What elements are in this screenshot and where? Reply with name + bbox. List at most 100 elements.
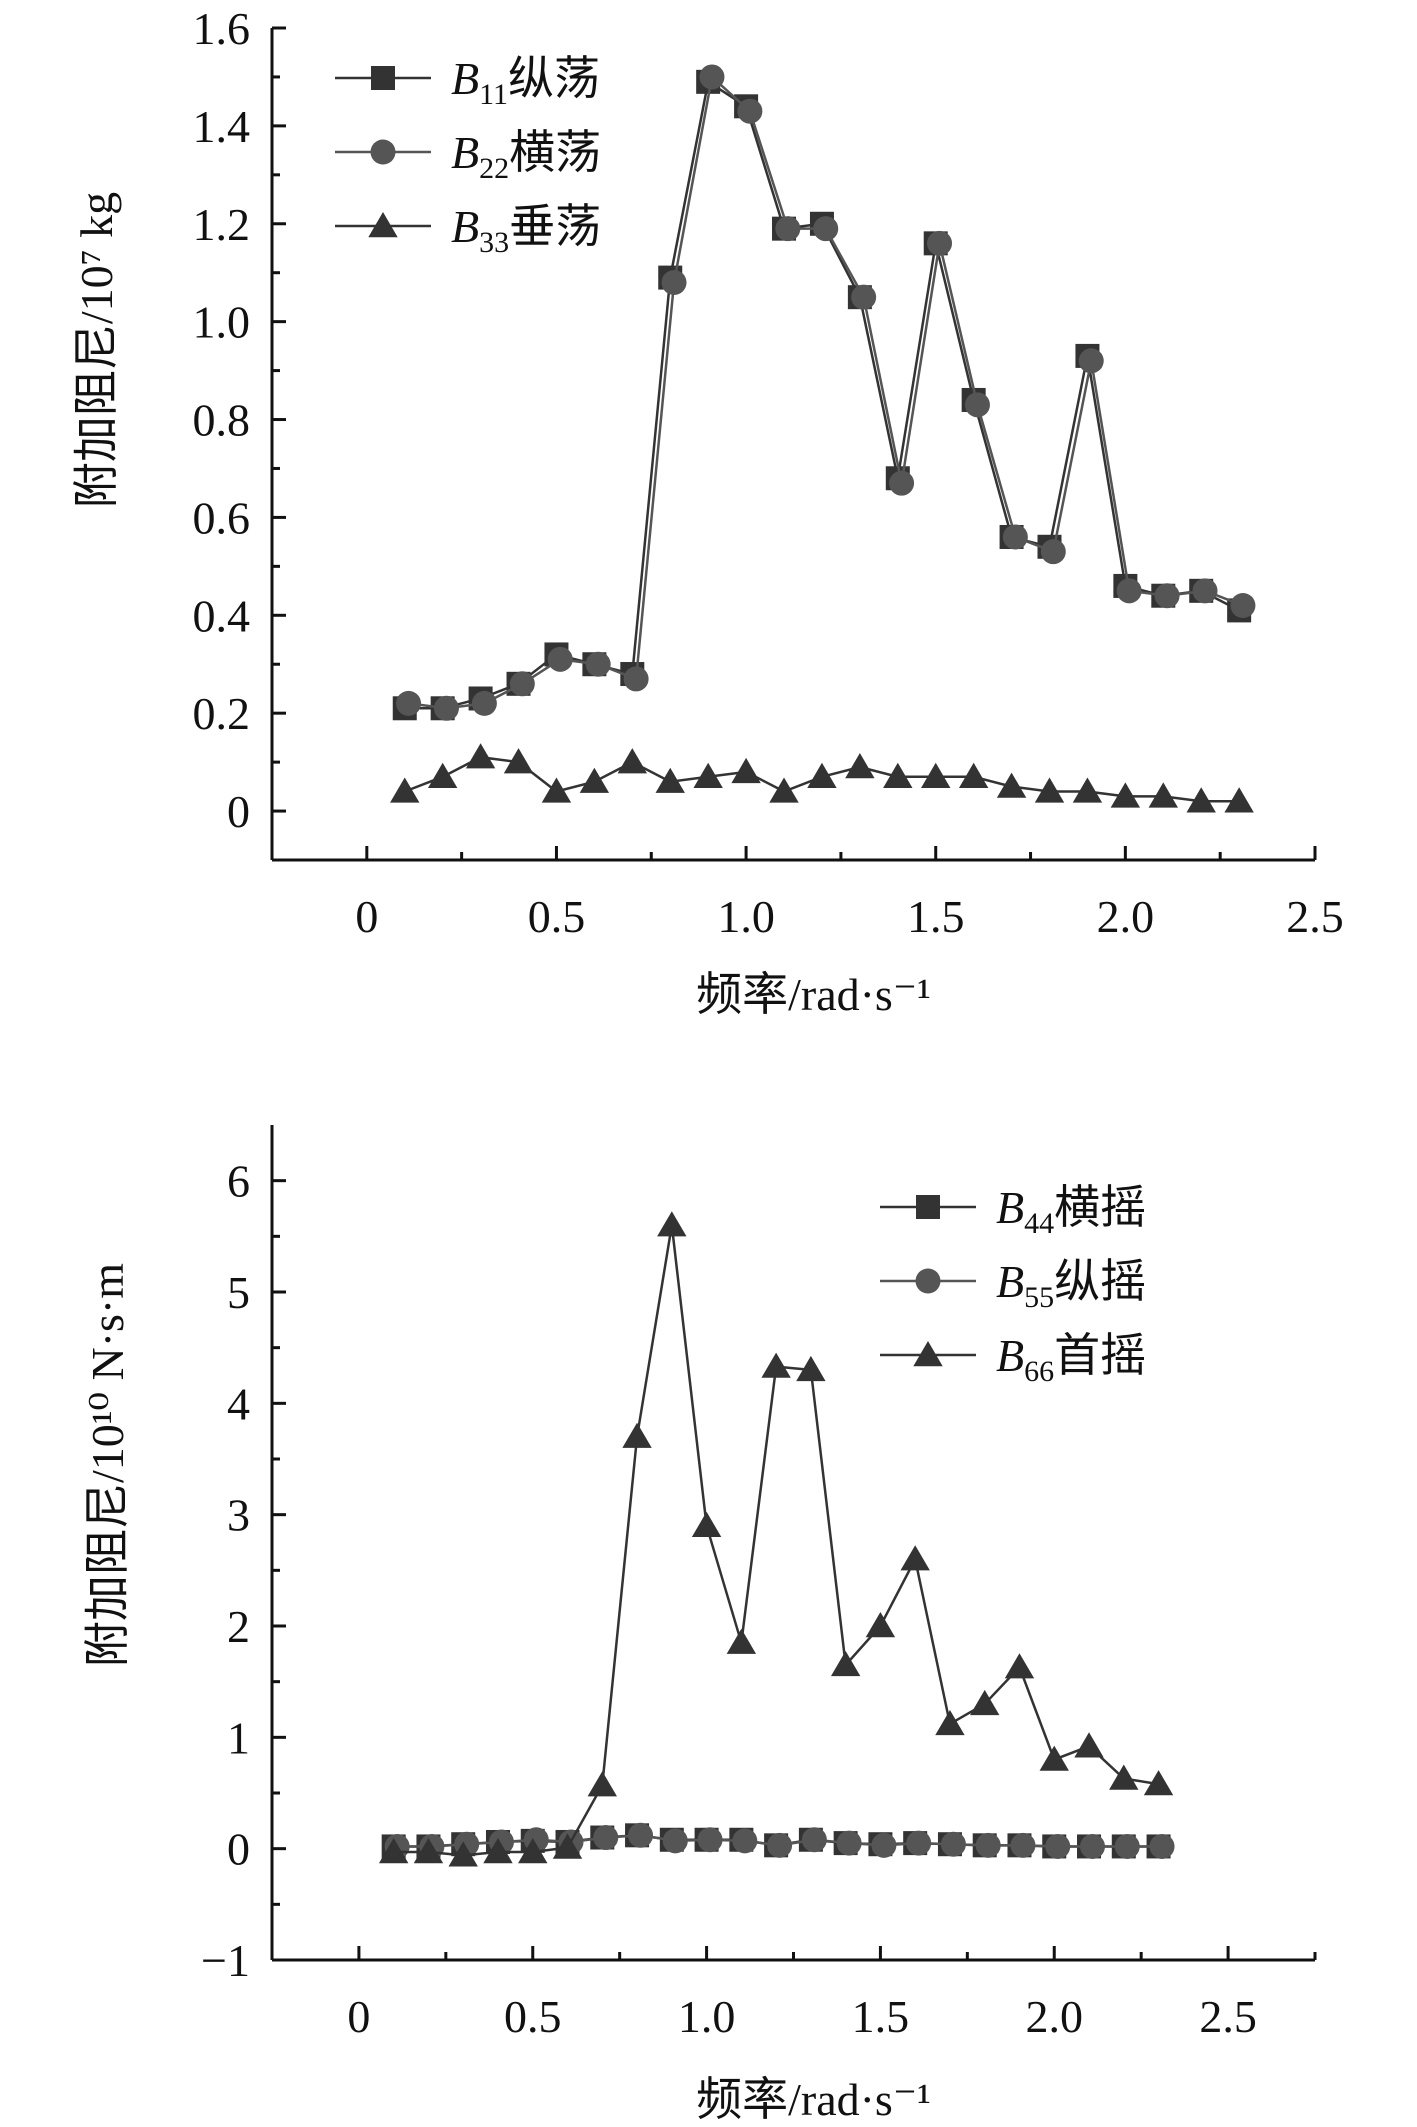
data-point (579, 767, 610, 793)
data-point (769, 777, 799, 803)
legend-item: B33垂荡 (335, 201, 601, 259)
data-point (413, 1838, 444, 1864)
y-tick-label: 6 (227, 1156, 250, 1207)
data-point (1004, 1653, 1035, 1679)
data-point (1186, 787, 1216, 813)
y-axis-title: 附加阻尼/10¹⁰ N·s·m (82, 1263, 133, 1667)
y-tick-label: 1.2 (193, 199, 251, 250)
y-tick-label: 1.0 (193, 297, 251, 348)
y-tick-label: 0 (227, 1824, 250, 1875)
y-axis-title: 附加阻尼/10⁷ kg (71, 192, 122, 508)
legend-marker (916, 1195, 940, 1219)
data-point (958, 762, 989, 788)
x-axis-title: 频率/rad·s⁻¹ (696, 969, 931, 1020)
data-point (996, 772, 1027, 798)
data-point (883, 762, 913, 788)
data-point (964, 392, 990, 418)
x-tick-label: 1.5 (907, 891, 965, 942)
data-point (662, 1828, 688, 1854)
data-point (433, 695, 459, 721)
data-point (767, 1832, 793, 1858)
data-point (1192, 578, 1218, 604)
x-tick-label: 0 (347, 1991, 370, 2042)
data-point (845, 753, 875, 779)
x-tick-label: 1.5 (852, 1991, 910, 2042)
data-point (1040, 539, 1066, 565)
data-point (448, 1841, 478, 1867)
y-tick-label: −1 (201, 1935, 250, 1986)
series-33 (390, 743, 1254, 813)
data-point (628, 1822, 654, 1848)
data-point (661, 269, 687, 295)
legend-marker (913, 1341, 943, 1367)
x-axis-title: 频率/rad·s⁻¹ (696, 2074, 931, 2125)
legend-item: B55纵摇 (880, 1256, 1146, 1314)
data-point (927, 230, 953, 256)
data-point (1149, 1833, 1175, 1859)
legend-label: B55纵摇 (996, 1256, 1146, 1314)
y-tick-label: 0.6 (193, 492, 251, 543)
data-point (1114, 1833, 1140, 1859)
x-tick-label: 1.0 (717, 891, 775, 942)
y-tick-label: 0.8 (193, 395, 251, 446)
legend-marker (371, 66, 395, 90)
data-point (587, 1771, 617, 1797)
legend-marker (368, 212, 398, 238)
legend-item: B66首摇 (880, 1330, 1146, 1388)
data-point (807, 762, 837, 788)
y-tick-label: 4 (227, 1378, 250, 1429)
data-point (900, 1545, 930, 1571)
data-point (585, 651, 611, 677)
legend-item: B22横荡 (335, 127, 601, 185)
data-point (1109, 1764, 1139, 1790)
data-point (830, 1650, 861, 1677)
data-point (390, 777, 420, 803)
y-tick-label: 0.4 (193, 590, 251, 641)
y-tick-label: 3 (227, 1490, 250, 1541)
data-point (737, 98, 763, 124)
data-point (726, 1628, 757, 1654)
data-point (503, 748, 534, 774)
x-tick-label: 1.0 (678, 1991, 736, 2042)
data-point (921, 762, 951, 788)
data-point (547, 646, 573, 672)
data-point (378, 1838, 409, 1864)
x-tick-label: 0.5 (528, 891, 586, 942)
data-point (541, 777, 572, 803)
data-point (693, 762, 723, 788)
data-point (1079, 1833, 1105, 1859)
legend-item: B11纵荡 (335, 53, 600, 111)
data-point (1154, 583, 1180, 609)
legend-label: B33垂荡 (451, 201, 601, 259)
data-point (593, 1825, 619, 1851)
series-66 (378, 1211, 1174, 1867)
y-tick-label: 5 (227, 1267, 250, 1318)
data-point (465, 743, 496, 769)
data-point (1034, 777, 1065, 803)
data-point (775, 216, 801, 242)
series-line (393, 1224, 1159, 1857)
data-point (518, 1838, 548, 1864)
data-point (657, 1211, 687, 1237)
rotational-damping-chart: −1 0 1 2 3 4 5 6 0 0.5 1.0 1.5 2.0 2.5 频率/rad·s⁻¹ 附加阻尼/… (82, 1125, 1317, 2125)
legend-label: B22横荡 (451, 127, 601, 185)
data-point (906, 1830, 932, 1856)
series-22 (396, 64, 1256, 721)
legend-marker (915, 1268, 941, 1294)
data-point (796, 1355, 826, 1382)
data-point (1039, 1745, 1069, 1771)
data-point (970, 1689, 1000, 1716)
data-point (1224, 787, 1254, 813)
data-point (940, 1831, 966, 1857)
legend-label: B66首摇 (996, 1330, 1146, 1388)
data-point (623, 666, 649, 692)
data-point (871, 1832, 897, 1858)
data-point (1148, 782, 1178, 808)
data-point (471, 690, 497, 716)
data-point (1002, 524, 1028, 550)
data-point (483, 1838, 513, 1864)
data-point (975, 1832, 1001, 1858)
data-point (731, 757, 761, 784)
x-tick-label: 0 (355, 891, 378, 942)
